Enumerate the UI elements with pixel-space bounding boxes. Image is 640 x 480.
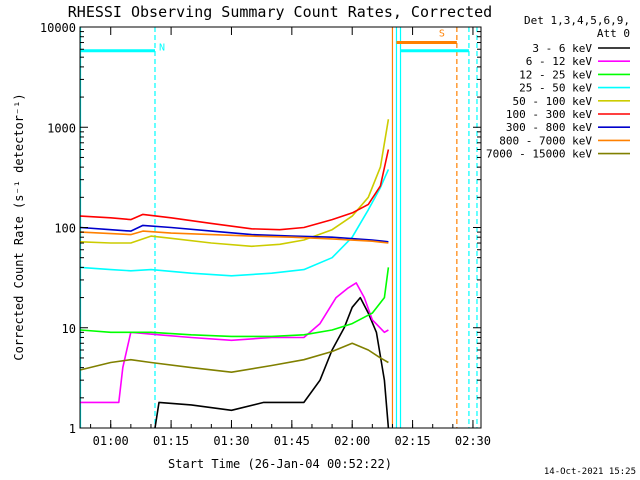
series-line-5	[80, 149, 390, 231]
x-tick-label-3: 01:45	[274, 434, 310, 448]
legend-label-5: 100 - 300 keV	[506, 108, 592, 121]
series-line-7	[80, 230, 389, 244]
plot-area: NS	[79, 27, 478, 429]
x-tick-label-0: 01:00	[93, 434, 129, 448]
legend-label-8: 7000 - 15000 keV	[486, 148, 592, 161]
footer-timestamp: 14-Oct-2021 15:25	[544, 467, 636, 477]
y-tick-label-1: 10	[62, 322, 76, 336]
y-tick-label-2: 100	[54, 222, 76, 236]
legend-label-7: 800 - 7000 keV	[499, 134, 592, 147]
legend-label-4: 50 - 100 keV	[513, 95, 593, 108]
flag-label-2: S	[439, 29, 445, 40]
x-tick-label-2: 01:30	[213, 434, 249, 448]
series-line-0	[154, 296, 390, 429]
legend-label-3: 25 - 50 keV	[519, 82, 592, 95]
axes: 01:00 01:15 01:30 01:45 02:00 02:15 02:30 1 10 10…	[40, 21, 491, 448]
legend-label-2: 12 - 25 keV	[519, 68, 592, 81]
legend-header-line2: Att 0	[597, 27, 630, 40]
x-tick-label-5: 02:15	[395, 434, 431, 448]
x-axis-label: Start Time (26-Jan-04 00:52:22)	[168, 457, 392, 471]
series-line-4	[80, 119, 390, 248]
series-line-6	[80, 224, 389, 243]
legend-label-1: 6 - 12 keV	[526, 55, 593, 68]
series-line-8	[80, 342, 389, 374]
series-line-1	[80, 282, 389, 404]
y-tick-label-0: 1	[69, 422, 76, 436]
series-line-3	[80, 169, 390, 277]
chart-title: RHESSI Observing Summary Count Rates, Co…	[68, 3, 492, 21]
x-tick-label-6: 02:30	[455, 434, 491, 448]
x-tick-label-4: 02:00	[334, 434, 370, 448]
y-tick-label-4: 10000	[40, 21, 76, 35]
flag-label-0: N	[159, 43, 165, 54]
y-tick-label-3: 1000	[47, 121, 76, 135]
y-axis-label: Corrected Count Rate (s⁻¹ detector⁻¹)	[12, 93, 26, 360]
legend-header-line1: Det 1,3,4,5,6,9,	[524, 14, 630, 27]
x-tick-label-1: 01:15	[153, 434, 189, 448]
legend-label-6: 300 - 800 keV	[506, 121, 592, 134]
series-line-2	[80, 267, 390, 338]
legend-label-0: 3 - 6 keV	[532, 42, 592, 55]
